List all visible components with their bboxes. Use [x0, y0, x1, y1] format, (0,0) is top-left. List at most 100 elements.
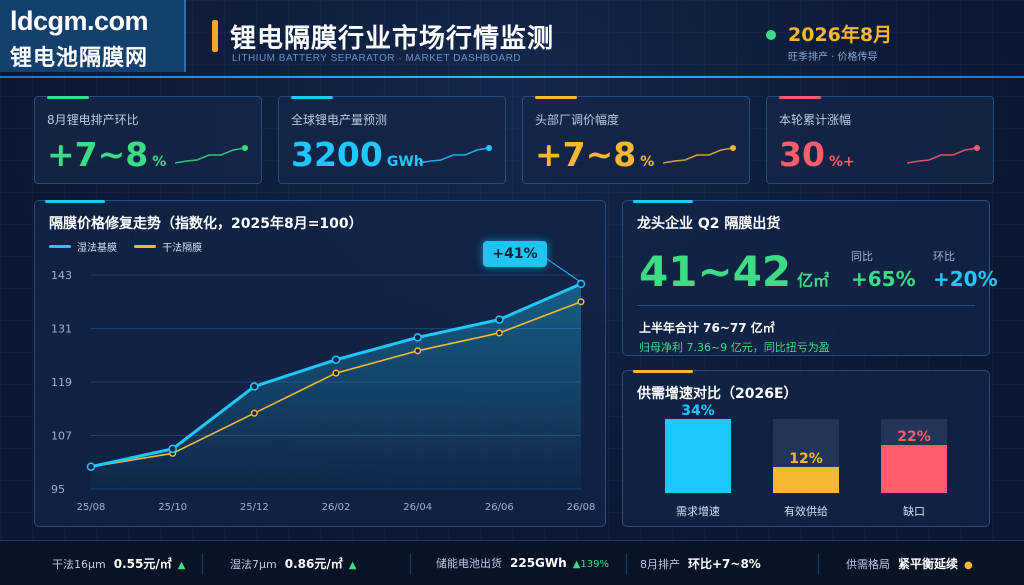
ticker-value: 环比+7~8%: [688, 557, 761, 571]
ticker-balance[interactable]: 供需格局 紧平衡延续 ●: [846, 555, 973, 572]
ticker-label: 储能电池出货: [436, 557, 502, 570]
ticker-label: 干法16μm: [52, 558, 106, 571]
bar-value-label: 22%: [897, 429, 931, 445]
x-tick-label: 25/08: [77, 502, 106, 513]
data-point-dry: [250, 409, 258, 417]
up-arrow-icon: ▲: [348, 560, 357, 571]
data-point-wet: [86, 462, 96, 471]
kpi-accent: [779, 96, 821, 99]
y-tick-label: 95: [51, 483, 65, 496]
kpi-card[interactable]: 本轮累计涨幅 30 %+: [766, 96, 994, 184]
kpi-number: 3200: [291, 135, 383, 174]
ticker-separator: [818, 553, 819, 575]
bar-track: [881, 419, 947, 493]
data-point-wet: [413, 333, 422, 342]
legend-label-wet: 湿法基膜: [77, 243, 117, 254]
kpi-number: +7~8: [535, 135, 637, 174]
shipment-panel: 龙头企业 Q2 隔膜出货 41~42 亿㎡ 同比 +65% 环比 +20% 上半年…: [622, 200, 998, 356]
data-point-wet: [576, 279, 586, 289]
brand-logo[interactable]: ldcgm.com 锂电池隔膜网: [0, 0, 186, 72]
legend-item-wet[interactable]: 湿法基膜: [49, 239, 117, 254]
kpi-label: 8月锂电排产环比: [47, 113, 139, 127]
price-trend-chart: 95 107 119 131 143 25/08 25/10 25/12 26/02 26/04 2…: [51, 258, 596, 513]
report-date-note: 旺季排产 · 价格传导: [788, 52, 878, 63]
bar-value-label: 12%: [789, 451, 823, 467]
sparkline-icon: [907, 145, 980, 164]
kpi-card[interactable]: 头部厂调价幅度 +7~8%: [522, 96, 750, 184]
footer-ticker: 干法16μm 0.55元/㎡ ▲ 湿法7μm 0.86元/㎡ ▲ 储能电池出货 225GW…: [0, 540, 1024, 585]
header-divider: [0, 76, 1024, 78]
kpi-number: +7~8: [47, 135, 149, 174]
kpi-value: 30 %+: [779, 135, 855, 174]
data-point-wet: [250, 382, 259, 391]
ticker-wet-price[interactable]: 湿法7μm 0.86元/㎡ ▲: [230, 555, 356, 572]
badge-connector: [546, 258, 580, 282]
x-tick-label: 26/06: [485, 502, 514, 513]
half-year-total: 上半年合计 76~77 亿㎡: [639, 321, 775, 335]
panel-accent: [633, 200, 693, 203]
shipment-title: 龙头企业 Q2 隔膜出货: [637, 216, 781, 232]
qoq-label: 环比: [933, 250, 955, 263]
price-trend-panel: 隔膜价格修复走势（指数化，2025年8月=100） 湿法基膜 干法隔膜 95 10…: [34, 200, 606, 527]
data-point-wet: [331, 355, 341, 364]
chart-legend: 湿法基膜 干法隔膜: [49, 239, 216, 254]
kpi-value: +7~8%: [47, 135, 166, 174]
x-tick-label: 26/02: [322, 502, 351, 513]
x-tick-label: 25/12: [240, 502, 269, 513]
legend-item-dry[interactable]: 干法隔膜: [134, 239, 202, 254]
brand-domain: ldcgm.com: [10, 6, 149, 36]
ticker-trend: ▲139%: [572, 559, 609, 570]
y-tick-label: 119: [51, 376, 72, 389]
ticker-dry-price[interactable]: 干法16μm 0.55元/㎡ ▲: [52, 555, 185, 572]
x-tick-label: 25/10: [158, 502, 187, 513]
kpi-card[interactable]: 全球锂电产量预测 3200 GWh: [278, 96, 506, 184]
kpi-value: 3200 GWh: [291, 135, 424, 174]
shipment-value-number: 41~42: [639, 247, 792, 296]
kpi-number: 30: [779, 135, 825, 174]
y-tick-label: 143: [51, 269, 72, 282]
kpi-unit: %: [640, 154, 655, 170]
ticker-schedule[interactable]: 8月排产 环比+7~8%: [640, 555, 761, 572]
x-tick-label: 26/04: [403, 502, 432, 513]
data-point-wet: [168, 444, 177, 454]
ticker-label: 湿法7μm: [230, 558, 277, 571]
panel-accent: [633, 370, 693, 373]
x-tick-label: 26/08: [567, 502, 596, 513]
kpi-accent: [47, 96, 89, 99]
bar-2[interactable]: [881, 445, 947, 493]
data-point-dry: [332, 369, 340, 377]
ticker-separator: [626, 553, 627, 575]
sparkline-icon: [419, 145, 492, 164]
price-trend-title: 隔膜价格修复走势（指数化，2025年8月=100）: [49, 216, 363, 232]
ticker-label: 供需格局: [846, 558, 890, 571]
kpi-accent: [535, 96, 577, 99]
bar-track: [665, 419, 731, 493]
data-point-dry: [414, 347, 422, 355]
legend-swatch-wet: [49, 245, 71, 248]
ticker-separator: [202, 553, 203, 575]
supply-demand-panel: 供需增速对比（2026E） 34% 需求增速 12% 有效供给 22% 缺口: [622, 370, 990, 527]
kpi-value: +7~8%: [535, 135, 654, 174]
page-title: 锂电隔膜行业市场行情监测: [230, 24, 555, 54]
yoy-label: 同比: [851, 250, 873, 263]
page-subtitle: LITHIUM BATTERY SEPARATOR · MARKET DASHB…: [232, 53, 522, 64]
bar-1[interactable]: [773, 467, 839, 493]
bar-0[interactable]: [665, 419, 731, 493]
ticker-storage[interactable]: 储能电池出货 225GWh ▲139%: [436, 555, 609, 571]
up-arrow-icon: ▲: [177, 560, 186, 571]
bar-category-label: 缺口: [903, 505, 925, 518]
kpi-label: 全球锂电产量预测: [291, 113, 388, 127]
series-area-wet: [91, 283, 581, 489]
y-tick-label: 131: [51, 323, 72, 336]
dot-icon: ●: [964, 560, 973, 571]
net-profit: 归母净利 7.36~9 亿元，同比扭亏为盈: [639, 341, 830, 354]
legend-label-dry: 干法隔膜: [162, 243, 203, 254]
data-point-dry: [495, 329, 503, 337]
bar-category-label: 需求增速: [676, 505, 720, 518]
kpi-card[interactable]: 8月锂电排产环比 +7~8%: [34, 96, 262, 184]
qoq-value: +20%: [933, 267, 998, 291]
data-point-dry: [577, 298, 585, 306]
yoy-value: +65%: [851, 267, 916, 291]
title-accent-bar: [212, 20, 218, 52]
kpi-unit: %: [152, 154, 167, 170]
